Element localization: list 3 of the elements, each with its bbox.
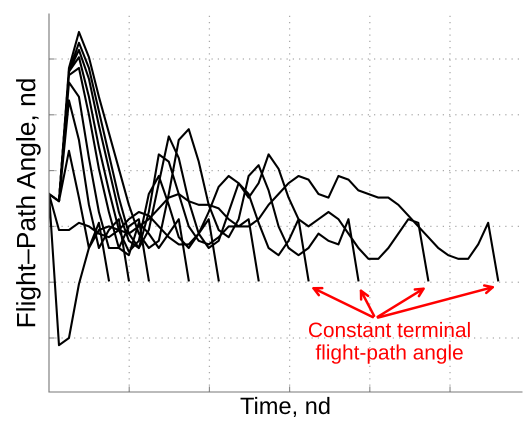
y-axis-title: Flight–Path Angle, nd	[16, 79, 41, 326]
annotation: Constant terminal flight-path angle	[308, 322, 470, 364]
x-axis-title: Time, nd	[240, 396, 330, 417]
